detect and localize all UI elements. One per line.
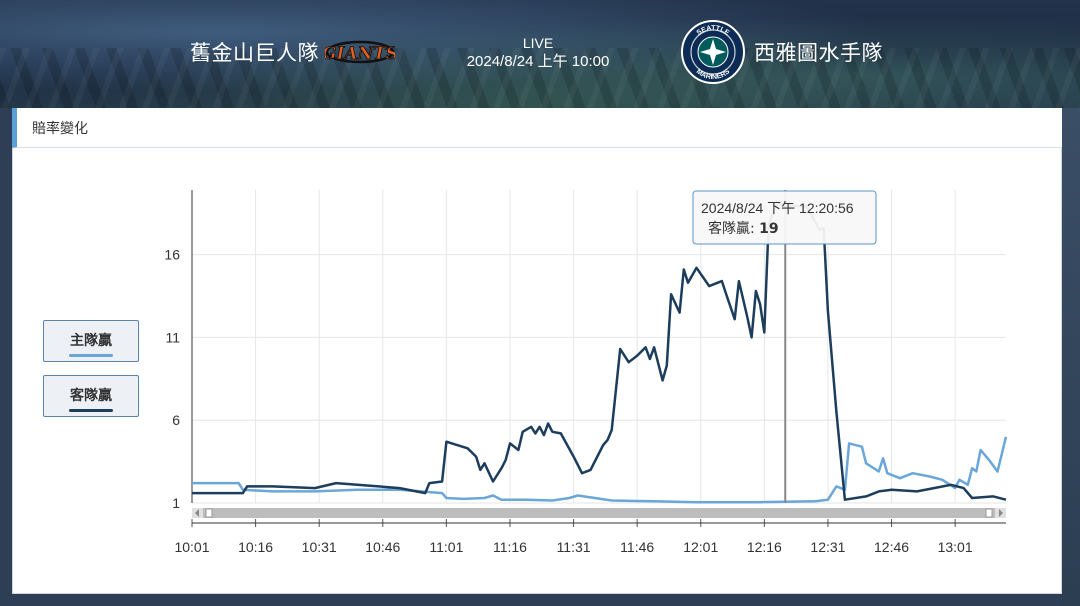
home-team: 舊金山巨人隊 GIANTS — [190, 20, 395, 84]
chart-axes: 10:01 10:16 10:31 10:46 11:01 11:16 11:31 11:46… — [164, 190, 1006, 555]
x-tick-label: 11:31 — [557, 539, 591, 555]
chart-grid — [191, 190, 1006, 504]
panel-title-bar: 賠率變化 — [12, 108, 1062, 148]
game-info: LIVE 2024/8/24 上午 10:00 — [438, 34, 638, 72]
chart-scrollbar — [192, 508, 1006, 518]
away-team: SEATTLE MARINERS 西雅圖水手隊 — [680, 20, 883, 84]
tooltip-series: 客隊贏: 19 — [708, 220, 779, 237]
x-tick-label: 12:31 — [810, 539, 845, 555]
x-tick-label: 12:16 — [747, 539, 782, 555]
mariners-logo: SEATTLE MARINERS — [680, 19, 746, 85]
tooltip-time: 2024/8/24 下午 12:20:56 — [701, 200, 854, 216]
home-team-name: 舊金山巨人隊 — [190, 41, 319, 65]
x-tick-label: 11:46 — [620, 539, 654, 555]
chart-tooltip: 2024/8/24 下午 12:20:56 客隊贏: 19 — [692, 190, 877, 245]
game-header: 舊金山巨人隊 GIANTS LIVE 2024/8/24 上午 10:00 SE… — [0, 0, 1080, 108]
legend-away-label: 客隊贏 — [70, 388, 112, 404]
live-status: LIVE — [522, 35, 554, 51]
scrollbar-handle-left — [205, 508, 213, 518]
tooltip-series-label: 客隊贏: — [708, 220, 759, 237]
x-tick-label: 10:46 — [365, 539, 400, 555]
legend-home-label: 主隊贏 — [70, 333, 112, 349]
giants-logo: GIANTS — [325, 34, 395, 70]
x-tick-label: 10:16 — [238, 539, 273, 555]
page-edge — [1062, 108, 1080, 606]
x-tick-label: 11:01 — [429, 539, 463, 555]
home-win-line — [192, 436, 1008, 504]
away-team-name: 西雅圖水手隊 — [754, 41, 883, 65]
legend-home-button[interactable]: 主隊贏 — [43, 320, 139, 362]
away-win-line — [192, 200, 1007, 501]
y-tick-label: 16 — [164, 247, 180, 263]
x-tick-label: 10:31 — [302, 539, 337, 555]
legend-away-swatch — [69, 409, 113, 412]
x-tick-label: 12:46 — [874, 539, 909, 555]
x-tick-label: 10:01 — [174, 539, 209, 555]
y-tick-label: 11 — [165, 329, 180, 345]
legend-home-swatch — [69, 354, 113, 357]
crowd-background — [0, 48, 1080, 108]
scrollbar-handle-right — [985, 508, 993, 518]
panel-title: 賠率變化 — [32, 121, 88, 137]
giants-logo-text: GIANTS — [325, 44, 395, 64]
chart-frame — [12, 148, 1062, 594]
x-tick-label: 11:16 — [493, 539, 527, 555]
game-datetime: 2024/8/24 上午 10:00 — [466, 53, 610, 70]
scroll-right-arrow-icon — [999, 509, 1003, 517]
legend-away-button[interactable]: 客隊贏 — [43, 375, 139, 417]
tooltip-value: 19 — [759, 221, 778, 237]
x-tick-label: 13:01 — [938, 539, 973, 555]
y-tick-label: 6 — [172, 412, 180, 428]
scroll-left-arrow-icon — [195, 509, 199, 517]
scrollbar-thumb — [203, 508, 995, 518]
chart-series — [192, 200, 1008, 504]
y-tick-label: 1 — [172, 495, 180, 511]
x-tick-label: 12:01 — [683, 539, 718, 555]
tooltip-box — [692, 190, 877, 245]
